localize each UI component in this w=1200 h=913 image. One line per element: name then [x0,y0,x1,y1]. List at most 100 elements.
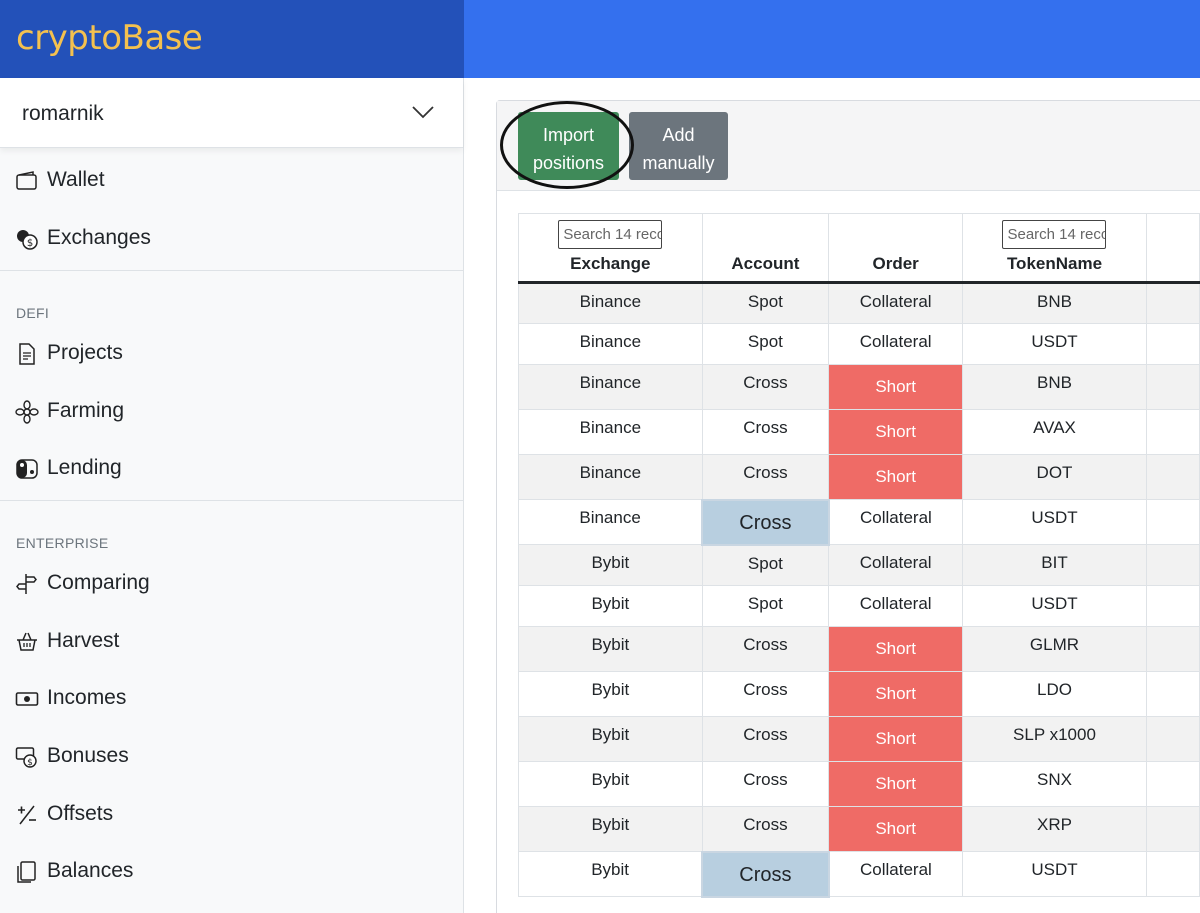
column-header-order[interactable]: Order [828,213,964,284]
cell-exchange: Bybit [518,544,703,586]
table-row[interactable]: Bybit Cross Collateral USDT [518,850,1200,898]
cell-overflow [1145,761,1200,807]
cell-exchange: Bybit [518,851,703,897]
user-dropdown[interactable]: romarnik [0,78,463,148]
import-label-line1: Import [542,125,594,145]
cash-icon [15,692,39,706]
divider [0,500,463,501]
cell-account-selected[interactable]: Cross [701,850,830,898]
sidebar-item-label: Incomes [47,686,127,709]
add-label-line1: Add [662,125,695,145]
column-header-overflow [1145,213,1200,284]
sidebar-item-farming[interactable]: Farming [0,387,463,437]
cell-tokenname: SLP x1000 [962,716,1147,762]
cell-overflow [1145,544,1200,586]
cell-order: Collateral [828,499,964,545]
section-heading-defi: DEFI [16,305,50,321]
cell-account: Cross [701,761,830,807]
cell-account: Cross [701,454,830,500]
cell-account: Spot [701,282,830,324]
table-row[interactable]: Binance Spot Collateral BNB [518,282,1200,324]
cell-order-short: Short [828,806,964,852]
column-header-label: Order [872,254,919,273]
table-row[interactable]: Bybit Cross Short GLMR [518,626,1200,672]
table-row[interactable]: Binance Cross Short DOT [518,454,1200,500]
table-row[interactable]: Bybit Cross Short SLP x1000 [518,716,1200,762]
coins-icon: $ [17,230,38,250]
flower-icon [15,400,39,424]
exchange-search-input[interactable] [558,220,663,249]
table-row[interactable]: Binance Cross Collateral USDT [518,498,1200,546]
cell-account-selected[interactable]: Cross [701,498,830,546]
sidebar-item-label: Projects [47,341,123,364]
table-row[interactable]: Bybit Cross Short LDO [518,671,1200,717]
sidebar-item-offsets[interactable]: Offsets [0,790,463,840]
cell-exchange: Bybit [518,761,703,807]
table-row[interactable]: Binance Spot Collateral USDT [518,323,1200,365]
cell-exchange: Bybit [518,585,703,627]
sidebar-item-exchanges[interactable]: $ Exchanges [0,214,463,264]
cash-coin-icon: $ [15,747,37,768]
cell-exchange: Binance [518,499,703,545]
sidebar-item-harvest[interactable]: Harvest [0,617,463,667]
table-row[interactable]: Binance Cross Short BNB [518,364,1200,410]
sidebar-item-comparing[interactable]: Comparing [0,559,463,609]
cell-order-short: Short [828,716,964,762]
sidebar-item-label: Offsets [47,802,114,825]
cell-order: Collateral [828,585,964,627]
add-label-line2: manually [642,153,715,173]
brand-bar: cryptoBase [0,0,464,78]
cell-order: Collateral [828,851,964,897]
cell-tokenname: USDT [962,851,1147,897]
column-header-tokenname[interactable]: TokenName [962,213,1147,284]
cell-exchange: Binance [518,454,703,500]
cell-overflow [1145,851,1200,897]
column-header-exchange[interactable]: Exchange [518,213,703,284]
sidebar-item-projects[interactable]: Projects [0,329,463,379]
cell-overflow [1145,626,1200,672]
sidebar-item-label: Lending [47,456,122,479]
cell-account: Cross [701,364,830,410]
tokenname-search-input[interactable] [1002,220,1107,249]
cell-order: Collateral [828,323,964,365]
signpost-icon [16,574,37,594]
cell-account: Spot [701,323,830,365]
sidebar-item-incomes[interactable]: Incomes [0,674,463,724]
cell-tokenname: USDT [962,323,1147,365]
table-row[interactable]: Bybit Spot Collateral USDT [518,585,1200,627]
sidebar-item-wallet[interactable]: Wallet [0,156,463,206]
table-row[interactable]: Bybit Spot Collateral BIT [518,544,1200,586]
cell-account: Cross [701,671,830,717]
cell-overflow [1145,409,1200,455]
sidebar-item-label: Farming [47,399,125,422]
cell-account: Cross [701,409,830,455]
cell-tokenname: SNX [962,761,1147,807]
table-row[interactable]: Bybit Cross Short SNX [518,761,1200,807]
add-manually-button[interactable]: Add manually [629,112,728,180]
sidebar-item-label: Exchanges [47,226,151,249]
sidebar-item-bonuses[interactable]: $ Bonuses [0,732,463,782]
cell-order-short: Short [828,671,964,717]
cell-exchange: Binance [518,364,703,410]
cell-tokenname: AVAX [962,409,1147,455]
svg-text:$: $ [27,758,33,768]
table-row[interactable]: Binance Cross Short AVAX [518,409,1200,455]
cell-exchange: Binance [518,323,703,365]
cell-account: Cross [701,716,830,762]
sidebar-item-lending[interactable]: Lending [0,444,463,494]
cell-overflow [1145,323,1200,365]
cell-order-short: Short [828,454,964,500]
sidebar: romarnik Wallet $ Exchanges DEFI Project… [0,78,464,913]
table-row[interactable]: Bybit Cross Short XRP [518,806,1200,852]
cell-overflow [1145,454,1200,500]
import-positions-button[interactable]: Import positions [518,112,619,180]
column-header-account[interactable]: Account [701,213,830,284]
cell-account: Cross [701,806,830,852]
cell-exchange: Bybit [518,716,703,762]
brand-logo[interactable]: cryptoBase [16,18,203,58]
cell-tokenname: BNB [962,282,1147,324]
section-heading-enterprise: ENTERPRISE [16,535,109,551]
cell-overflow [1145,364,1200,410]
cell-exchange: Bybit [518,671,703,717]
sidebar-item-balances[interactable]: Balances [0,847,463,897]
